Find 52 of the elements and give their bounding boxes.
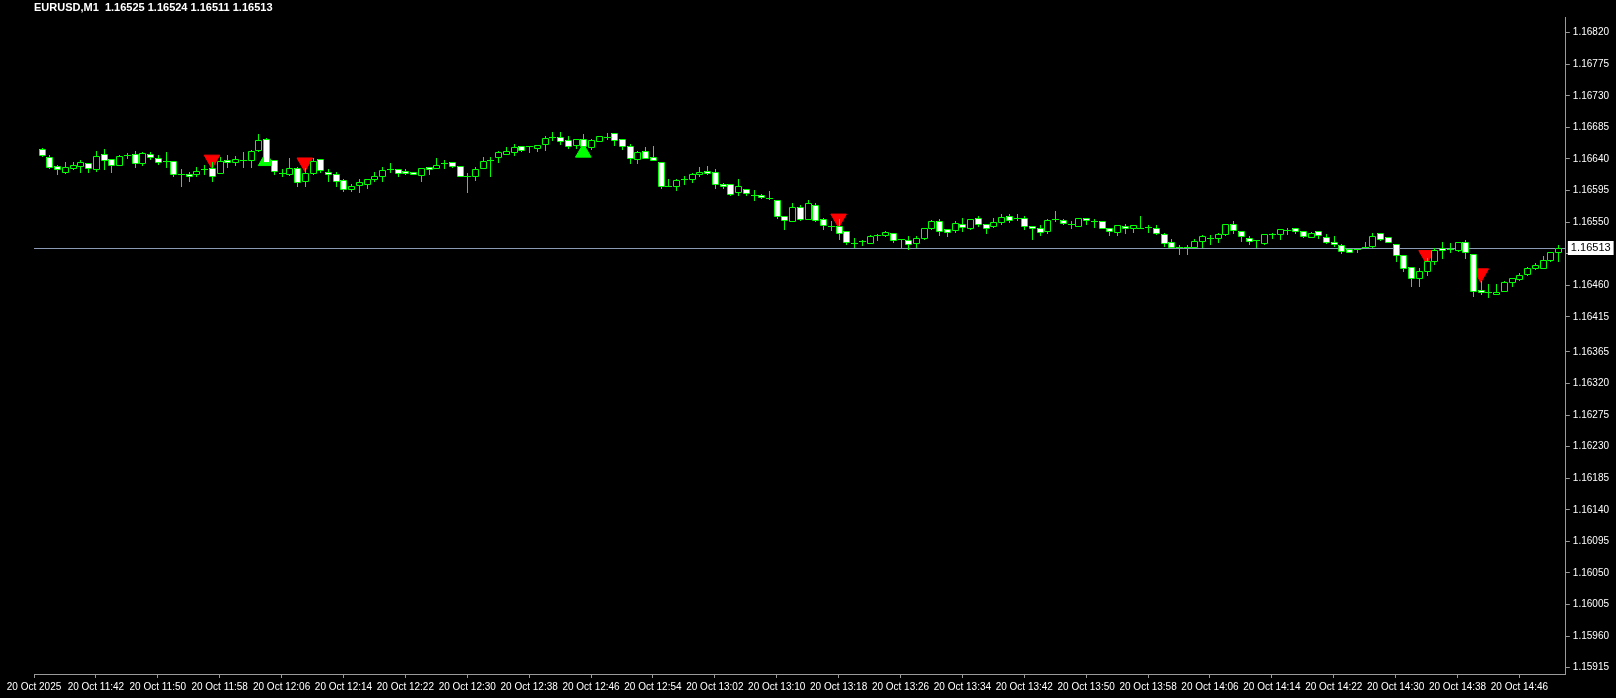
x-tick-label: 20 Oct 12:38 — [500, 680, 559, 692]
x-tick-label: 20 Oct 2025 — [6, 680, 62, 692]
x-tick-label: 20 Oct 12:30 — [438, 680, 497, 692]
x-tick-label: 20 Oct 12:46 — [562, 680, 621, 692]
y-tick-label: 1.16230 — [1572, 440, 1610, 452]
x-tick-label: 20 Oct 11:42 — [67, 680, 125, 692]
y-tick-label: 1.16275 — [1572, 408, 1610, 420]
point — [296, 157, 314, 172]
point — [203, 154, 221, 170]
y-tick-label: 1.15915 — [1572, 661, 1610, 673]
candlestick — [1052, 210, 1059, 223]
x-tick-label: 20 Oct 13:18 — [809, 680, 868, 692]
y-tick-label: 1.16820 — [1572, 26, 1610, 38]
y-tick-label: 1.16095 — [1572, 535, 1610, 547]
x-tick-label: 20 Oct 12:22 — [376, 680, 435, 692]
x-tick-label: 20 Oct 13:50 — [1057, 680, 1116, 692]
y-tick-label: 1.16640 — [1572, 152, 1610, 164]
x-tick-label: 20 Oct 14:14 — [1243, 680, 1301, 692]
x-tick-label: 20 Oct 13:26 — [871, 680, 930, 692]
candlestick — [851, 237, 858, 249]
candlestick — [487, 156, 494, 178]
x-tick-label: 20 Oct 13:02 — [686, 680, 744, 692]
x-tick-label: 20 Oct 14:06 — [1181, 680, 1240, 692]
x-tick-label: 20 Oct 13:10 — [748, 680, 806, 692]
x-tick-label: 20 Oct 14:22 — [1305, 680, 1363, 692]
x-tick-label: 20 Oct 11:50 — [129, 680, 187, 692]
x-tick-label: 20 Oct 13:58 — [1119, 680, 1178, 692]
y-tick-label: 1.16550 — [1572, 215, 1610, 227]
chart-title: EURUSD,M1 1.16525 1.16524 1.16511 1.16513 — [34, 0, 273, 13]
x-tick-label: 20 Oct 14:38 — [1428, 680, 1487, 692]
y-tick-label: 1.16365 — [1572, 345, 1610, 357]
y-tick-label: 1.16685 — [1572, 121, 1610, 133]
y-tick-label: 1.15960 — [1572, 629, 1610, 641]
y-tick-label: 1.16050 — [1572, 566, 1610, 578]
y-tick-label: 1.16730 — [1572, 89, 1610, 101]
x-tick-label: 20 Oct 12:54 — [624, 680, 682, 692]
y-tick-label: 1.16140 — [1572, 503, 1610, 515]
y-tick-label: 1.16320 — [1572, 377, 1610, 389]
y-tick-label: 1.16460 — [1572, 279, 1610, 290]
x-tick-label: 20 Oct 13:42 — [995, 680, 1054, 692]
x-tick-label: 20 Oct 12:14 — [314, 680, 373, 692]
y-tick-label: 1.16005 — [1572, 598, 1610, 610]
y-tick-label: 1.16775 — [1572, 57, 1610, 69]
x-tick-label: 20 Oct 12:06 — [252, 680, 311, 692]
x-tick-label: 20 Oct 11:58 — [191, 680, 249, 692]
y-tick-label: 1.16595 — [1572, 184, 1610, 196]
y-tick-label: 1.16185 — [1572, 471, 1610, 483]
x-tick-label: 20 Oct 14:46 — [1490, 680, 1549, 692]
ref-line-label: 1.16513 — [1570, 241, 1611, 254]
y-tick-label: 1.16415 — [1572, 310, 1610, 322]
x-tick-label: 20 Oct 14:30 — [1367, 680, 1425, 692]
x-tick-label: 20 Oct 13:34 — [933, 680, 992, 692]
